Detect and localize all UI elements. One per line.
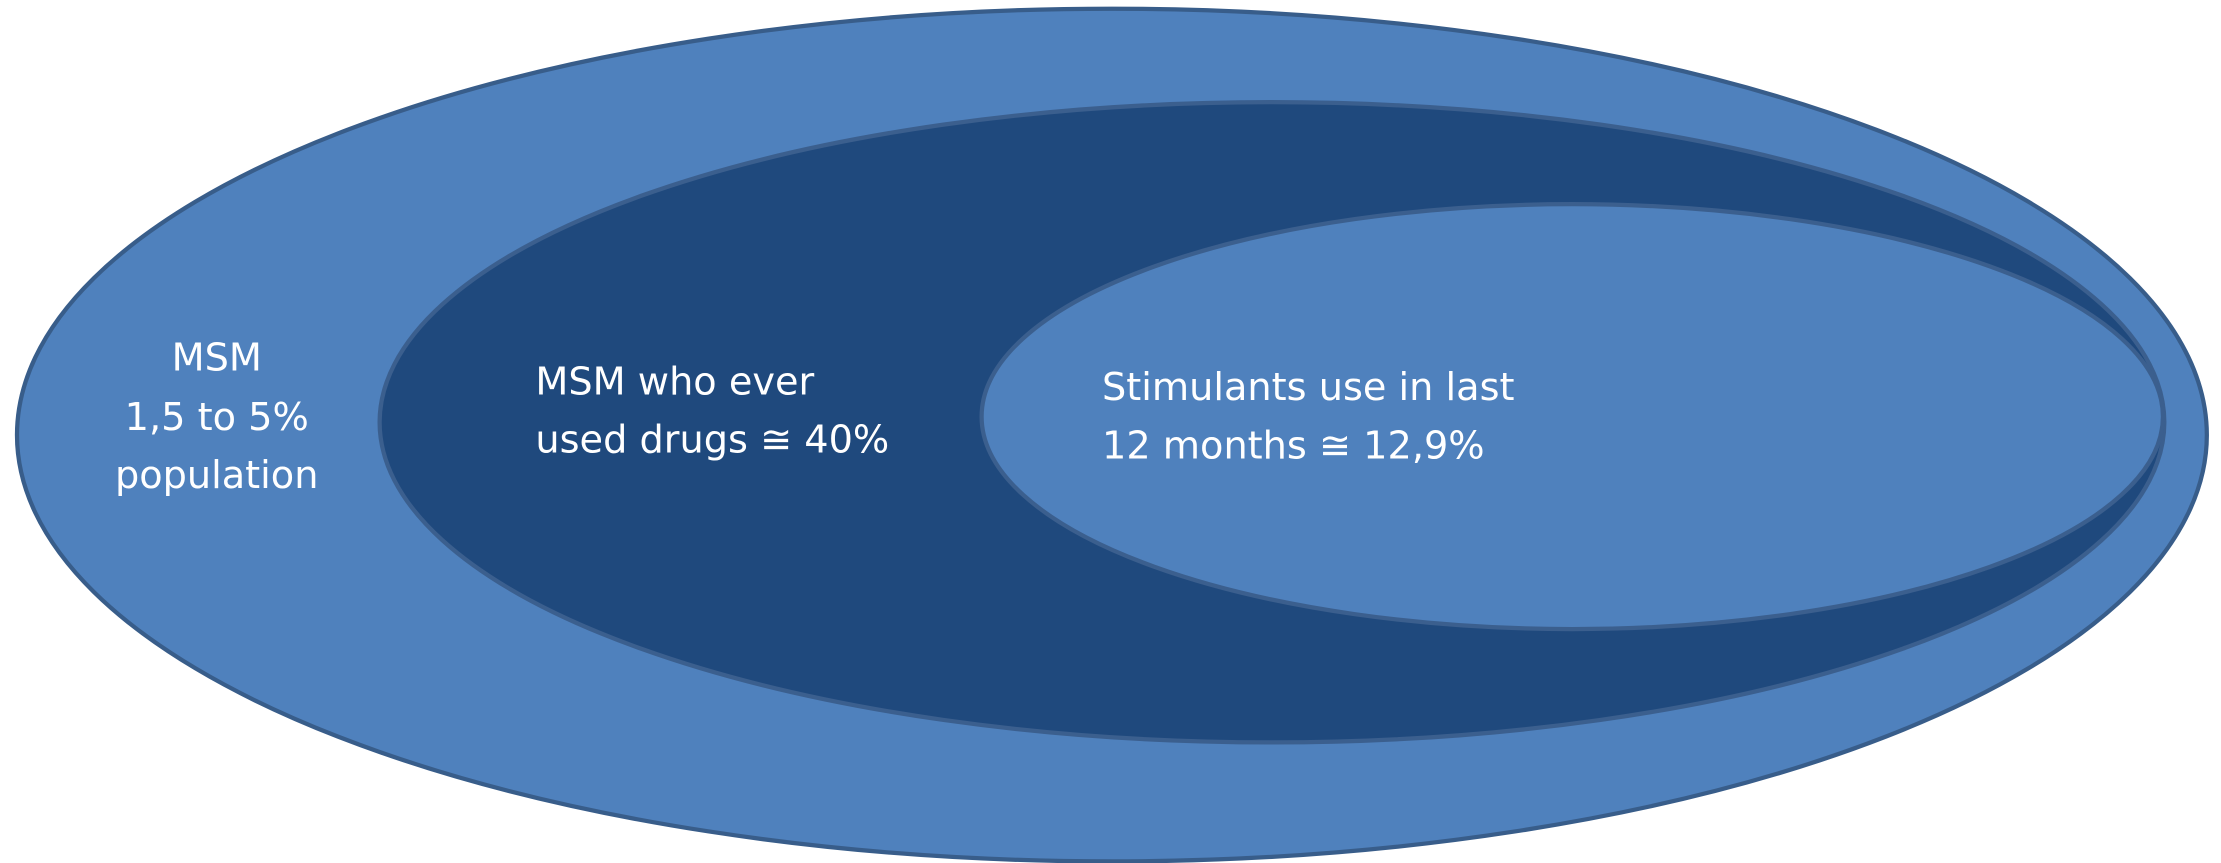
middle-label: MSM who ever <box>535 361 814 405</box>
outer-label: population <box>115 454 318 498</box>
inner-label: Stimulants use in last <box>1102 366 1515 410</box>
outer-label: 1,5 to 5% <box>125 396 309 440</box>
inner-ellipse <box>979 202 2166 632</box>
middle-label: used drugs ≅ 40% <box>535 419 889 463</box>
outer-label: MSM <box>172 336 262 380</box>
inner-label: 12 months ≅ 12,9% <box>1102 424 1485 468</box>
